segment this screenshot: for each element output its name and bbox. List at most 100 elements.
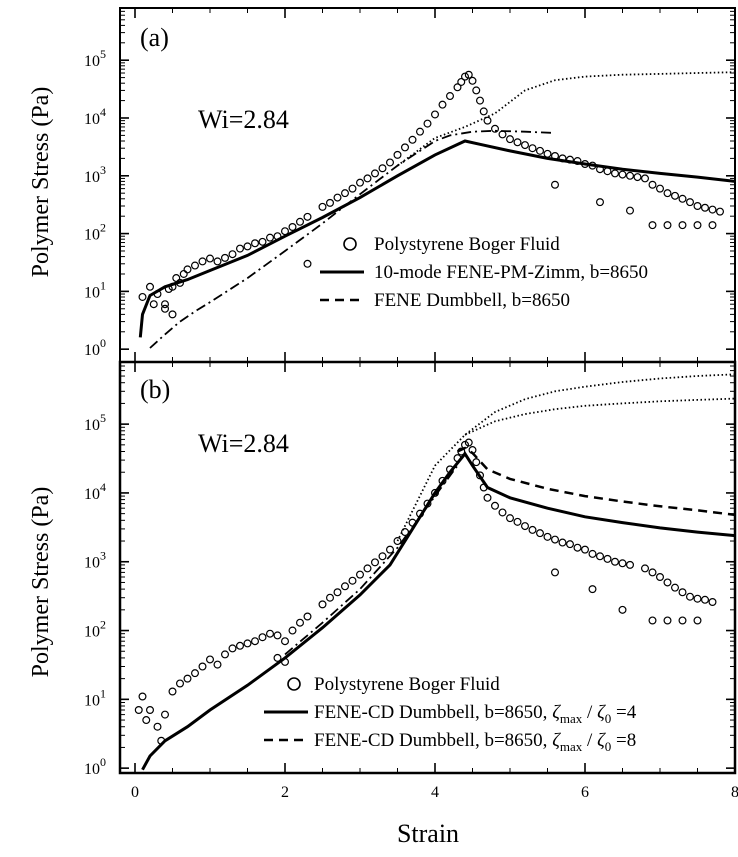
data-point-circle bbox=[146, 282, 155, 291]
data-point-circle bbox=[228, 644, 237, 653]
data-point-circle bbox=[333, 588, 342, 597]
data-point-circle bbox=[498, 508, 507, 517]
data-point-circle bbox=[700, 203, 709, 212]
data-point-circle bbox=[341, 582, 350, 591]
panel-label: (a) bbox=[140, 23, 169, 52]
data-point-circle bbox=[213, 257, 222, 266]
data-point-circle bbox=[648, 568, 657, 577]
y-tick-mantissa: 10 bbox=[84, 692, 100, 709]
series-line-solid bbox=[141, 451, 735, 771]
data-point-circle bbox=[535, 529, 544, 538]
data-point-circle bbox=[288, 626, 297, 635]
y-tick-exponent: 1 bbox=[100, 278, 106, 292]
legend-label-sub1: max bbox=[560, 739, 583, 754]
data-point-circle bbox=[472, 458, 481, 467]
data-point-circle bbox=[138, 292, 147, 301]
data-point-circle bbox=[491, 124, 500, 133]
data-point-circle bbox=[206, 254, 215, 263]
y-axis-label-a: Polymer Stress (Pa) bbox=[28, 87, 54, 278]
data-point-circle bbox=[708, 597, 717, 606]
legend-label: FENE-CD Dumbbell, b=8650, ζmax / ζ0 =8 bbox=[314, 730, 636, 754]
data-point-circle bbox=[663, 189, 672, 198]
data-point-circle bbox=[468, 76, 477, 85]
data-point-circle bbox=[161, 710, 170, 719]
data-point-circle bbox=[693, 616, 702, 625]
y-tick-exponent: 0 bbox=[100, 336, 106, 350]
data-point-circle bbox=[371, 169, 380, 178]
legend-label-suffix: =8 bbox=[611, 730, 636, 751]
plot-area bbox=[138, 70, 735, 349]
series-line-solid bbox=[138, 139, 735, 338]
legend-label-sym1: ζ bbox=[552, 730, 561, 751]
data-point-circle bbox=[273, 653, 282, 662]
data-point-circle bbox=[198, 662, 207, 671]
data-point-circle bbox=[550, 535, 559, 544]
data-point-circle bbox=[386, 545, 395, 554]
data-point-circle bbox=[670, 583, 679, 592]
data-point-circle bbox=[266, 233, 275, 242]
data-point-circle bbox=[206, 655, 215, 664]
data-point-circle bbox=[423, 119, 432, 128]
x-tick-label: 6 bbox=[581, 784, 589, 801]
data-point-circle bbox=[258, 633, 267, 642]
data-point-circle bbox=[543, 532, 552, 541]
legend-marker-circle bbox=[343, 237, 357, 251]
data-point-circle bbox=[296, 618, 305, 627]
data-point-circle bbox=[663, 221, 672, 230]
y-tick-mantissa: 10 bbox=[84, 169, 100, 186]
y-tick-exponent: 4 bbox=[100, 480, 106, 494]
data-point-circle bbox=[595, 198, 604, 207]
data-point-circle bbox=[176, 679, 185, 688]
weissenberg-annotation: Wi=2.84 bbox=[198, 429, 289, 458]
data-point-circle bbox=[678, 588, 687, 597]
legend-label-sub1: max bbox=[560, 711, 583, 726]
data-point-circle bbox=[142, 716, 151, 725]
data-point-circle bbox=[356, 570, 365, 579]
y-tick-label: 104 bbox=[84, 105, 106, 128]
y-tick-label: 101 bbox=[84, 686, 106, 709]
data-point-circle bbox=[506, 135, 515, 144]
data-point-circle bbox=[678, 616, 687, 625]
data-point-circle bbox=[457, 77, 466, 86]
data-point-circle bbox=[243, 639, 252, 648]
legend-marker-circle bbox=[287, 677, 301, 691]
data-point-circle bbox=[153, 722, 162, 731]
data-point-circle bbox=[438, 100, 447, 109]
weissenberg-annotation: Wi=2.84 bbox=[198, 105, 289, 134]
data-point-circle bbox=[221, 650, 230, 659]
data-point-circle bbox=[431, 110, 440, 119]
legend-label-suffix: =4 bbox=[611, 702, 636, 723]
legend-label-sep: / bbox=[582, 730, 597, 751]
data-point-circle bbox=[161, 300, 170, 309]
data-point-circle bbox=[479, 107, 488, 116]
legend-label-sep: / bbox=[582, 702, 597, 723]
y-tick-exponent: 0 bbox=[100, 755, 106, 769]
data-point-circle bbox=[161, 304, 170, 313]
series-line-dashdot bbox=[284, 465, 459, 656]
data-point-circle bbox=[655, 573, 664, 582]
legend-label: Polystyrene Boger Fluid bbox=[314, 674, 500, 695]
data-point-circle bbox=[341, 189, 350, 198]
data-point-circle bbox=[633, 173, 642, 182]
data-point-circle bbox=[236, 244, 245, 253]
data-point-circle bbox=[198, 257, 207, 266]
data-point-circle bbox=[648, 180, 657, 189]
data-point-circle bbox=[251, 637, 260, 646]
y-tick-label: 101 bbox=[84, 278, 106, 301]
data-point-circle bbox=[558, 538, 567, 547]
data-point-circle bbox=[678, 194, 687, 203]
y-tick-label: 105 bbox=[84, 411, 106, 434]
y-tick-mantissa: 10 bbox=[84, 486, 100, 503]
data-point-circle bbox=[138, 692, 147, 701]
data-point-circle bbox=[693, 202, 702, 211]
data-point-circle bbox=[708, 221, 717, 230]
data-point-circle bbox=[618, 559, 627, 568]
data-point-circle bbox=[356, 178, 365, 187]
data-point-circle bbox=[251, 239, 260, 248]
data-point-circle bbox=[535, 146, 544, 155]
y-tick-exponent: 3 bbox=[100, 163, 106, 177]
data-point-circle bbox=[416, 127, 425, 136]
data-point-circle bbox=[528, 525, 537, 534]
legend-label-prefix: FENE-CD Dumbbell, b=8650, bbox=[314, 702, 552, 723]
